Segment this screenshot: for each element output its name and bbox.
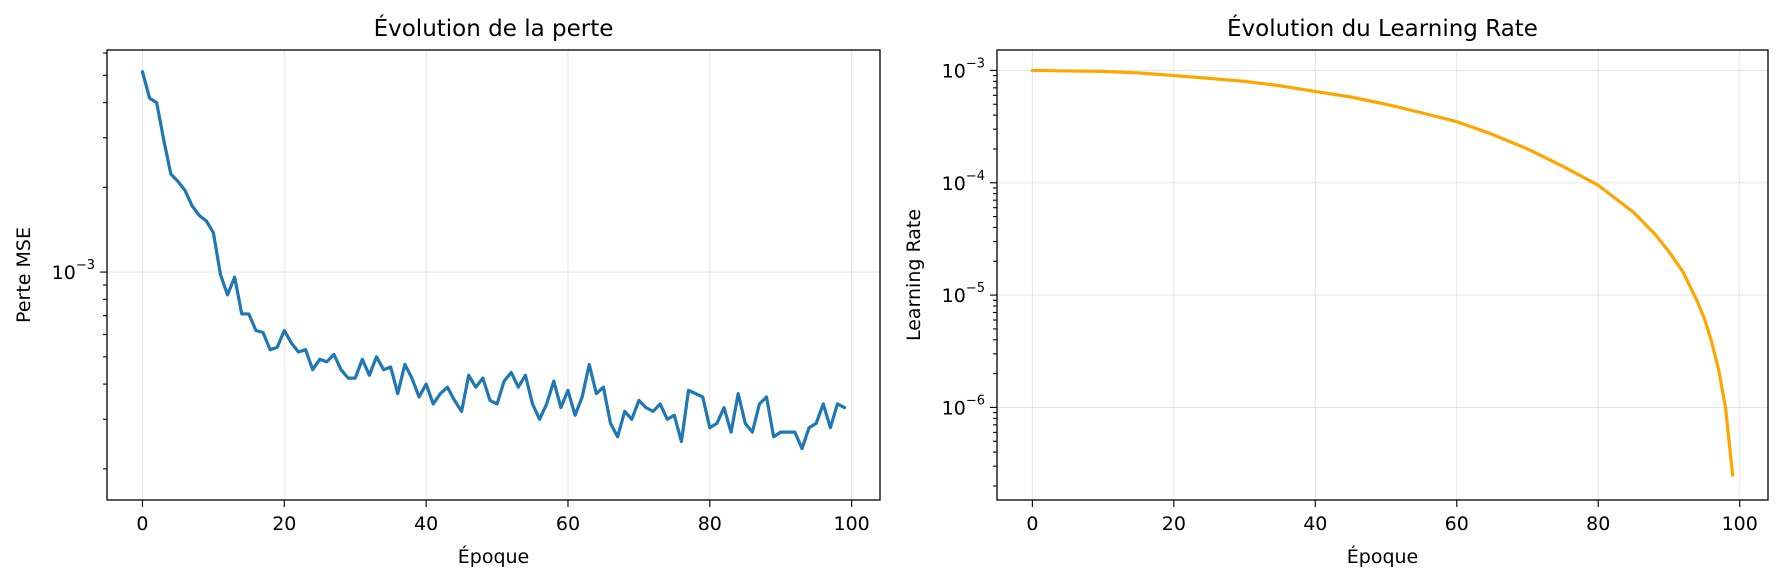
lr-series-line-0 bbox=[1030, 68, 1735, 477]
lr-x-tick-label-60: 60 bbox=[1445, 513, 1469, 535]
lr-x-tick-label-100: 100 bbox=[1722, 513, 1758, 535]
lr-x-tick-label-20: 20 bbox=[1162, 513, 1186, 535]
lr-y-tick-label-3: 10−6 bbox=[942, 393, 985, 419]
loss-x-tick-label-80: 80 bbox=[698, 513, 722, 535]
lr-x-axis-label: Époque bbox=[1347, 545, 1418, 568]
loss-x-tick-label-40: 40 bbox=[414, 513, 438, 535]
loss-x-axis-label: Époque bbox=[458, 545, 529, 568]
lr-x-tick-label-80: 80 bbox=[1586, 513, 1610, 535]
loss-chart: 0 20 40 60 80 100 10−3 Évolution de la perte Épo… bbox=[13, 14, 881, 568]
lr-axes-frame bbox=[996, 49, 1769, 501]
loss-y-tick-label-0: 10−3 bbox=[52, 258, 95, 284]
lr-x-tick-label-0: 0 bbox=[1026, 513, 1038, 535]
lr-chart-title: Évolution du Learning Rate bbox=[1227, 14, 1538, 42]
lr-y-tick-label-2: 10−5 bbox=[942, 281, 985, 307]
loss-series-line-0 bbox=[140, 70, 847, 451]
loss-x-tick-label-20: 20 bbox=[272, 513, 296, 535]
loss-x-tick-label-60: 60 bbox=[556, 513, 580, 535]
loss-x-tick-label-100: 100 bbox=[834, 513, 870, 535]
lr-y-tick-label-0: 10−3 bbox=[942, 56, 985, 82]
loss-axes-frame bbox=[106, 49, 881, 501]
learning-rate-chart: 0 20 40 60 80 100 10−3 10−4 10−5 10−6 Évolution du… bbox=[903, 14, 1769, 568]
loss-chart-title: Évolution de la perte bbox=[374, 14, 614, 42]
loss-y-axis-label: Perte MSE bbox=[13, 227, 35, 323]
lr-y-axis-label: Learning Rate bbox=[903, 209, 925, 341]
loss-x-tick-label-0: 0 bbox=[136, 513, 148, 535]
lr-x-tick-label-40: 40 bbox=[1303, 513, 1327, 535]
lr-y-tick-label-1: 10−4 bbox=[942, 169, 985, 195]
